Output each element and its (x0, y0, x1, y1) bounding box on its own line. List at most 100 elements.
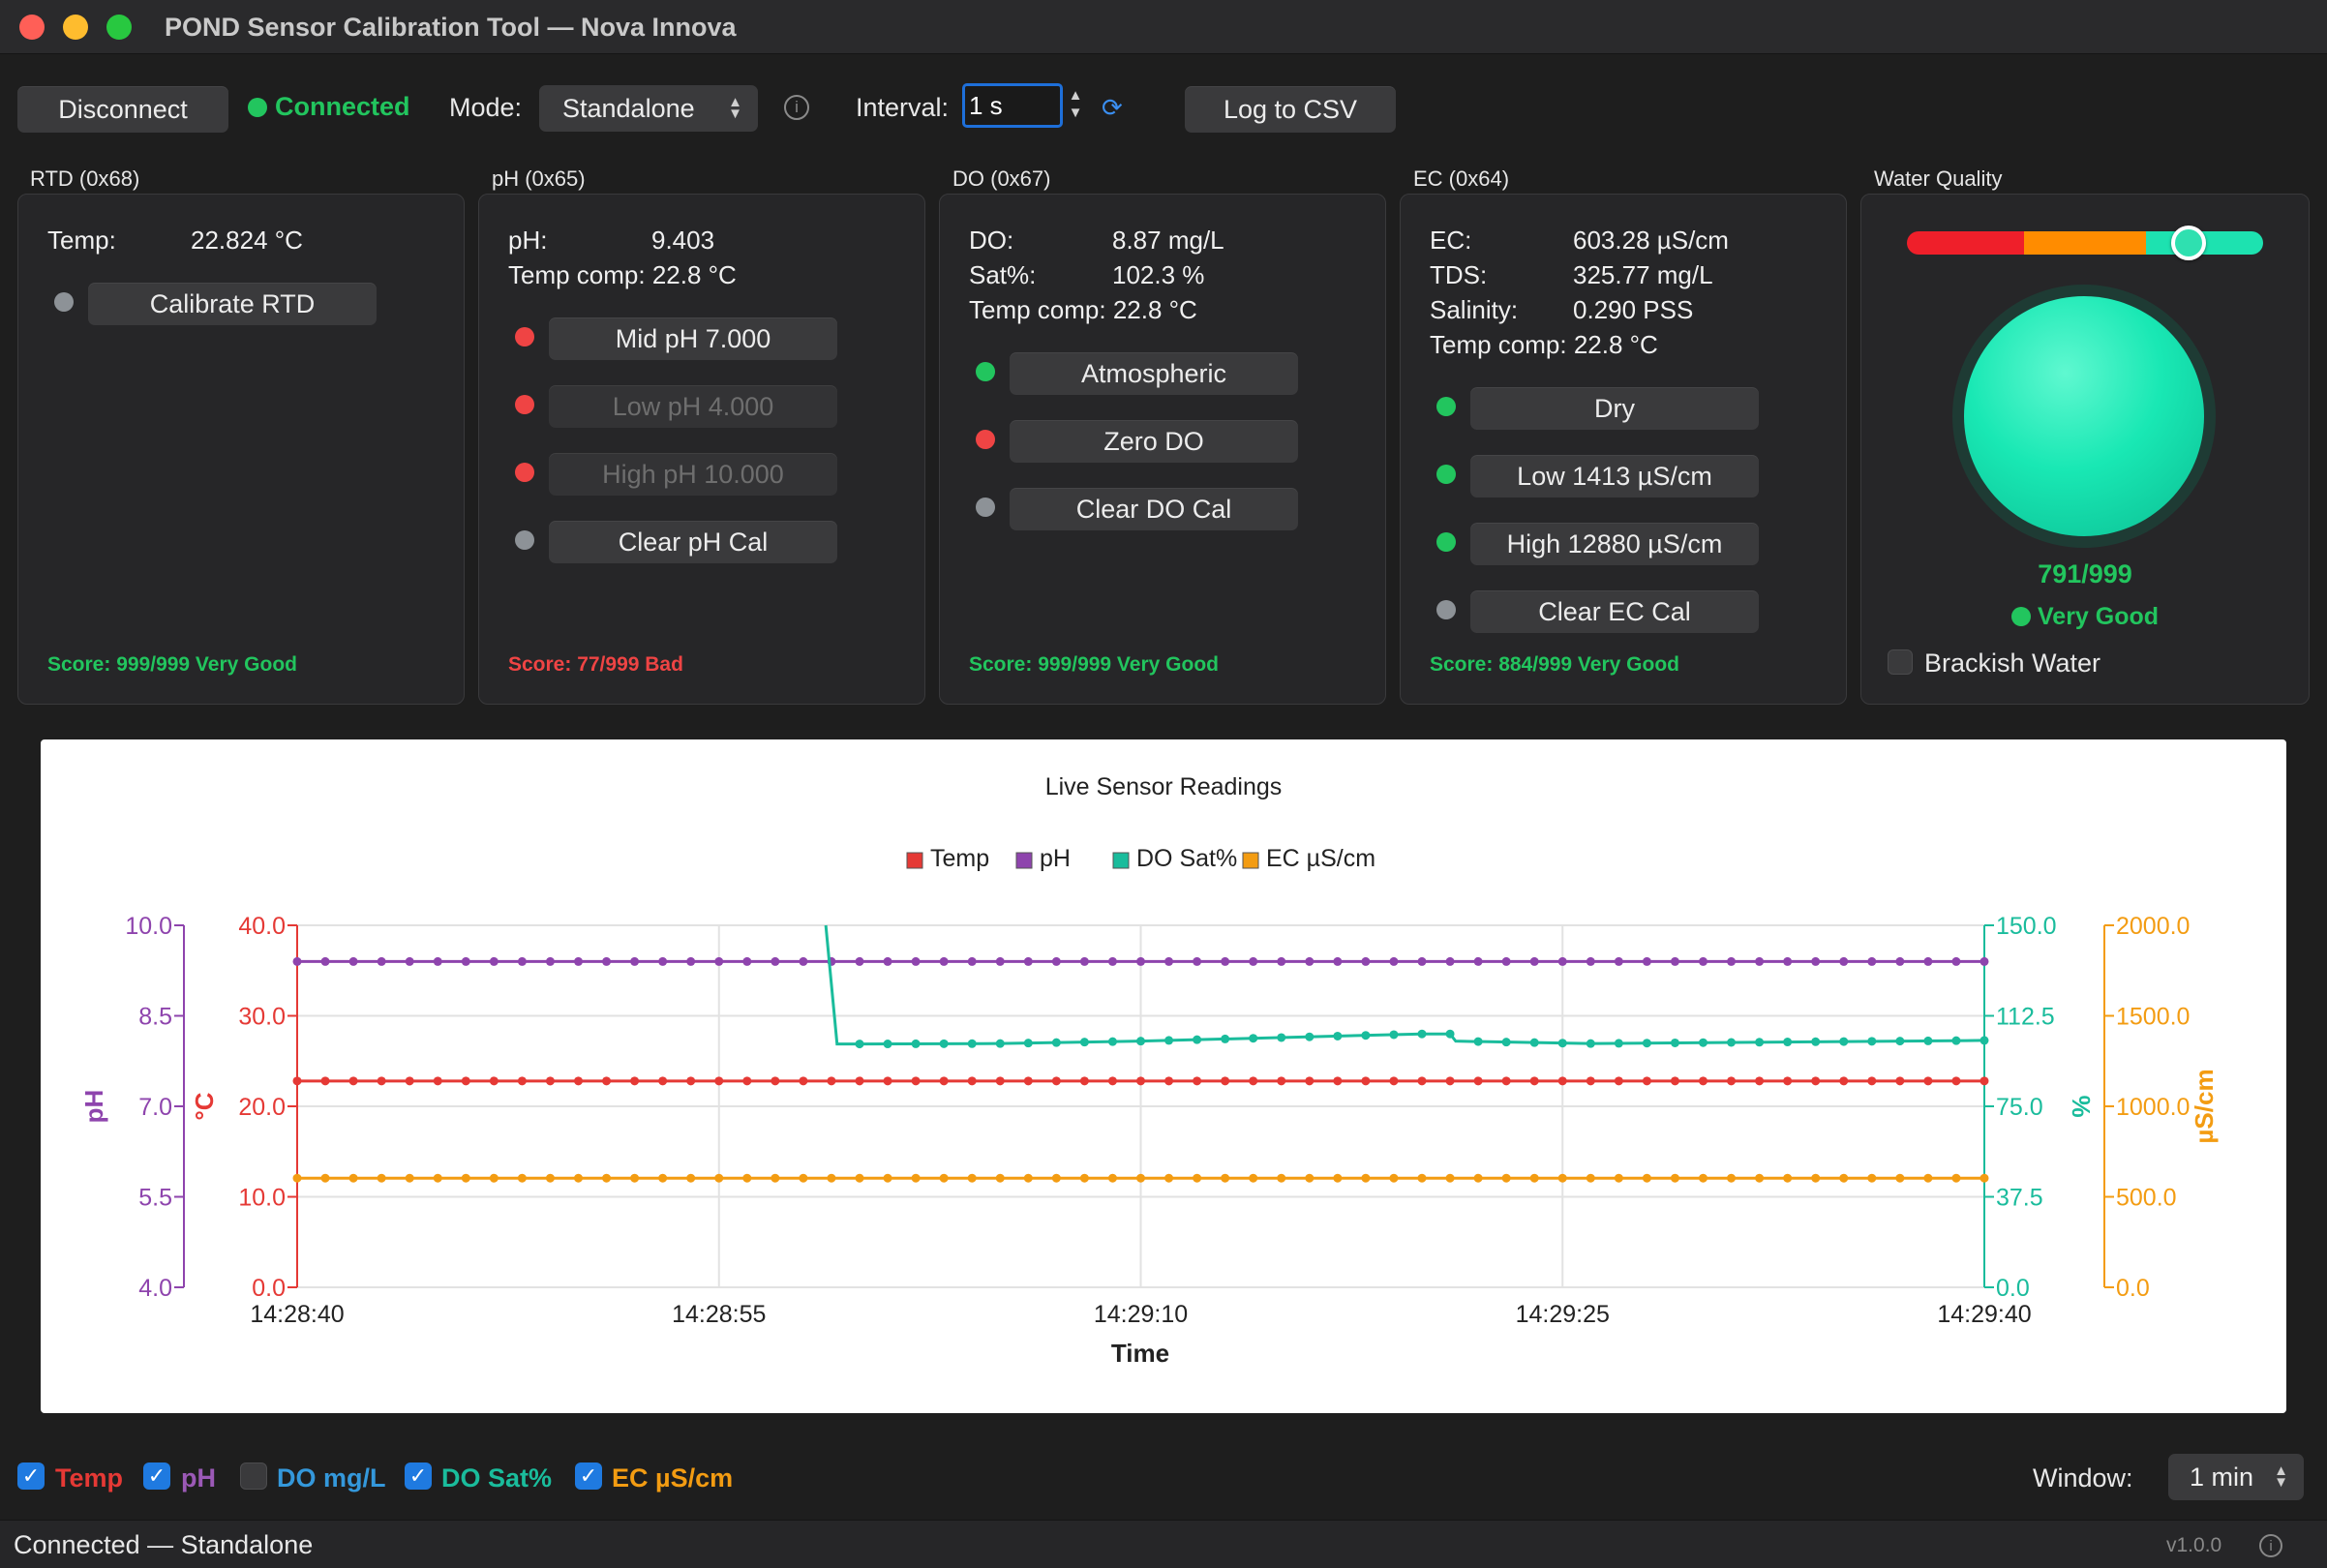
data-point-temp (1557, 1076, 1567, 1086)
data-point-ph (1361, 956, 1371, 966)
data-point-ec-s-cm (1811, 1173, 1821, 1183)
data-point-temp (348, 1076, 358, 1086)
data-point-ec-s-cm (1221, 1173, 1230, 1183)
data-point-ph (433, 956, 442, 966)
toggle-do-sat-checkbox[interactable]: ✓ (405, 1462, 432, 1490)
data-point-ec-s-cm (855, 1173, 864, 1183)
mode-label: Mode: (449, 93, 523, 122)
data-point-ec-s-cm (377, 1173, 386, 1183)
data-point-ec-s-cm (1699, 1173, 1707, 1183)
data-point-ph (967, 956, 977, 966)
temp-axis-label: °C (190, 1092, 219, 1120)
data-point-temp (1023, 1076, 1033, 1086)
data-point-temp (1614, 1076, 1623, 1086)
ph-label: pH: (508, 226, 548, 255)
data-point-temp (1107, 1076, 1117, 1086)
data-point-do-sat (1979, 1036, 1989, 1045)
data-point-ec-s-cm (771, 1173, 780, 1183)
info-icon[interactable]: i (784, 95, 809, 120)
ec-low-cal-button[interactable]: Low 1413 µS/cm (1470, 455, 1759, 498)
data-point-temp (1642, 1076, 1651, 1086)
data-point-do-sat (1305, 1032, 1315, 1041)
ec-high-cal-button[interactable]: High 12880 µS/cm (1470, 523, 1759, 565)
window-select[interactable]: 1 min ▲ ▼ (2168, 1454, 2304, 1500)
mode-select[interactable]: Standalone ▲ ▼ (539, 85, 758, 132)
data-point-ec-s-cm (1951, 1173, 1961, 1183)
interval-stepper[interactable]: ▲ ▼ (1068, 87, 1083, 121)
legend-swatch-0 (906, 852, 923, 869)
rtd-temp-value: 22.824 °C (191, 226, 303, 255)
do-score: Score: 999/999 Very Good (969, 653, 1219, 676)
mode-select-value: Standalone (562, 93, 695, 123)
window-zoom-button[interactable] (106, 15, 132, 40)
ph-clear-status-icon (515, 530, 534, 550)
tds-label: TDS: (1430, 260, 1488, 289)
data-point-ec-s-cm (1979, 1173, 1989, 1183)
ph-high-status-icon (515, 463, 534, 482)
window-minimize-button[interactable] (63, 15, 88, 40)
data-point-ec-s-cm (1445, 1173, 1455, 1183)
toggle-ph-checkbox[interactable]: ✓ (143, 1462, 170, 1490)
data-point-temp (855, 1076, 864, 1086)
interval-input[interactable]: 1 s (962, 83, 1063, 128)
x-tick-label: 14:28:55 (672, 1301, 766, 1328)
data-point-ec-s-cm (1305, 1173, 1315, 1183)
ph-tick-label: 5.5 (138, 1185, 172, 1212)
data-point-do-sat (1136, 1037, 1145, 1046)
legend-swatch-1 (1015, 852, 1033, 869)
data-point-temp (1951, 1076, 1961, 1086)
data-point-temp (1164, 1076, 1174, 1086)
data-point-ec-s-cm (1277, 1173, 1286, 1183)
ec-dry-status-icon (1436, 397, 1456, 416)
data-point-ph (377, 956, 386, 966)
disconnect-button[interactable]: Disconnect (17, 86, 228, 133)
clear-do-cal-button[interactable]: Clear DO Cal (1010, 488, 1298, 530)
data-point-temp (1417, 1076, 1427, 1086)
data-point-ph (630, 956, 640, 966)
about-info-icon[interactable]: i (2259, 1534, 2282, 1557)
ph-high-cal-button[interactable]: High pH 10.000 (549, 453, 837, 496)
clear-ec-cal-button[interactable]: Clear EC Cal (1470, 590, 1759, 633)
data-point-ph (714, 956, 724, 966)
data-point-do-sat (883, 1040, 892, 1049)
data-point-ec-s-cm (742, 1173, 752, 1183)
temp-tick-label: 10.0 (238, 1185, 286, 1212)
data-point-temp (1136, 1076, 1145, 1086)
data-point-temp (405, 1076, 414, 1086)
brackish-water-checkbox[interactable] (1888, 649, 1913, 675)
do-zero-cal-button[interactable]: Zero DO (1010, 420, 1298, 463)
data-point-temp (799, 1076, 808, 1086)
clear-ph-cal-button[interactable]: Clear pH Cal (549, 521, 837, 563)
data-point-temp (433, 1076, 442, 1086)
rtd-cal-status-icon (54, 292, 74, 312)
calibrate-rtd-button[interactable]: Calibrate RTD (88, 283, 377, 325)
data-point-temp (1501, 1076, 1511, 1086)
refresh-icon[interactable]: ⟳ (1102, 93, 1123, 122)
data-point-ec-s-cm (1079, 1173, 1089, 1183)
data-point-ph (1755, 956, 1765, 966)
data-point-ph (1193, 956, 1202, 966)
data-point-do-sat (1614, 1039, 1623, 1048)
data-point-ph (574, 956, 583, 966)
data-point-temp (1305, 1076, 1315, 1086)
data-point-ec-s-cm (1473, 1173, 1483, 1183)
data-point-ec-s-cm (1614, 1173, 1623, 1183)
data-point-temp (1473, 1076, 1483, 1086)
salinity-label: Salinity: (1430, 295, 1519, 324)
tds-value: 325.77 mg/L (1573, 260, 1713, 289)
data-point-temp (827, 1076, 836, 1086)
data-point-ec-s-cm (883, 1173, 892, 1183)
window-close-button[interactable] (19, 15, 45, 40)
toggle-ec-checkbox[interactable]: ✓ (575, 1462, 602, 1490)
ph-low-cal-button[interactable]: Low pH 4.000 (549, 385, 837, 428)
ph-axis-label: pH (79, 1090, 108, 1124)
log-to-csv-button[interactable]: Log to CSV (1185, 86, 1396, 133)
toggle-temp-checkbox[interactable]: ✓ (17, 1462, 45, 1490)
ph-mid-cal-button[interactable]: Mid pH 7.000 (549, 317, 837, 360)
toggle-do-mgl-checkbox[interactable] (240, 1462, 267, 1490)
data-point-ph (1839, 956, 1849, 966)
do-atmospheric-cal-button[interactable]: Atmospheric (1010, 352, 1298, 395)
data-point-ph (855, 956, 864, 966)
data-point-do-sat (1051, 1038, 1061, 1047)
ec-dry-cal-button[interactable]: Dry (1470, 387, 1759, 430)
